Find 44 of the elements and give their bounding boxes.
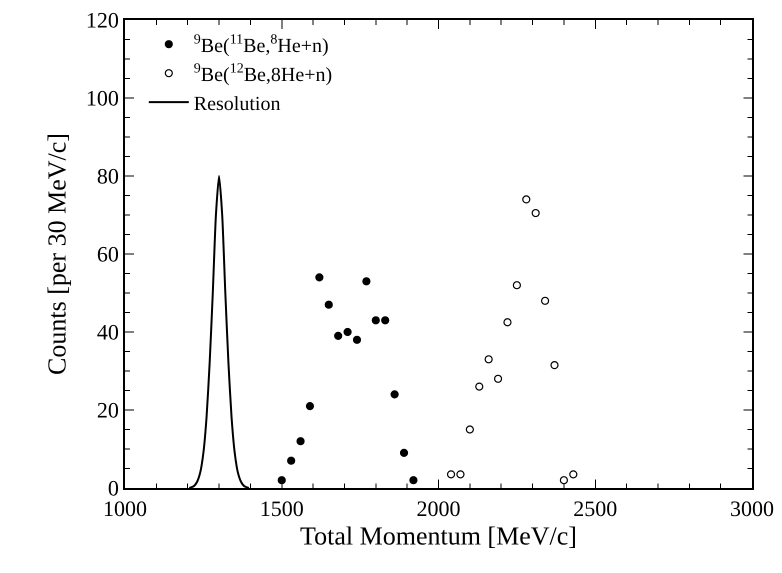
point (503, 318, 512, 326)
point (446, 470, 456, 478)
point (456, 470, 465, 478)
x-tick-label: 2500 (573, 496, 618, 522)
y-tick-label: 20 (96, 398, 119, 423)
y-tick-label: 100 (86, 86, 119, 111)
point (484, 355, 493, 364)
point (390, 390, 399, 398)
point (287, 456, 296, 465)
point (550, 361, 559, 370)
y-tick-label: 120 (86, 8, 119, 33)
point (278, 476, 286, 484)
point (466, 425, 474, 434)
y-tick-label: 80 (96, 164, 119, 189)
point (334, 332, 342, 340)
y-axis-title: Counts [per 30 MeV/c] (42, 133, 72, 375)
point (540, 296, 550, 305)
legend-label: $^{9}$Be($^{12}$Be,8He+n) (194, 62, 332, 86)
point (315, 273, 324, 282)
point (306, 402, 314, 410)
x-tick-label: 2000 (416, 496, 460, 522)
point (324, 300, 333, 309)
point (475, 382, 484, 391)
point (494, 374, 502, 383)
point (343, 328, 352, 336)
point (372, 316, 380, 324)
y-tick-label: 40 (96, 320, 119, 345)
legend-label: $^{9}$Be($^{11}$Be,$^{8}$He+n) (194, 32, 329, 57)
point (409, 476, 418, 484)
point (381, 316, 390, 324)
y-tick-label: 60 (96, 242, 119, 267)
legend-label: Resolution (194, 92, 280, 115)
x-axis-title: Total Momentum [MeV/c] (300, 521, 577, 550)
point (560, 476, 568, 484)
point (296, 437, 305, 446)
point (522, 195, 530, 204)
point (362, 277, 370, 286)
x-tick-label: 3000 (730, 496, 774, 522)
point (400, 448, 408, 457)
point (569, 470, 578, 478)
x-tick-label: 1500 (260, 496, 304, 522)
point (352, 336, 362, 344)
point (532, 208, 540, 218)
point (512, 281, 521, 290)
